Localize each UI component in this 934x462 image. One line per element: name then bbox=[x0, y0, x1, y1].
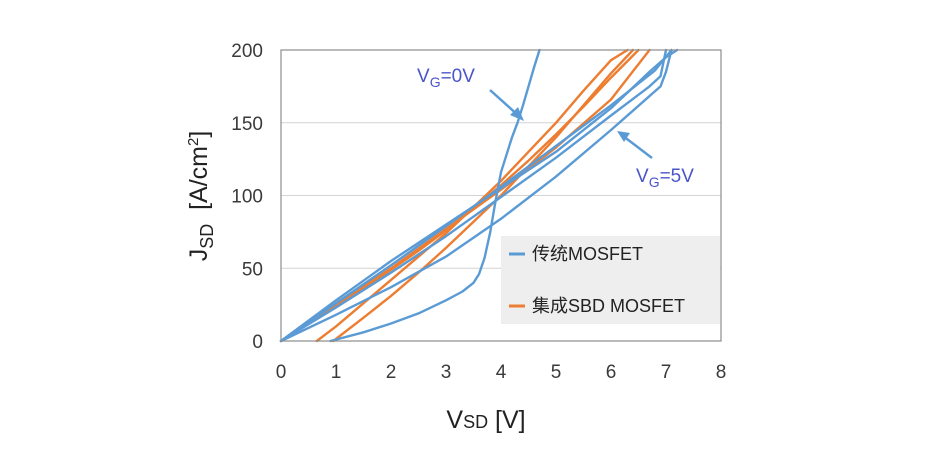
series-line-conventional-3 bbox=[279, 48, 668, 343]
annotation-vg0-main: V bbox=[417, 66, 430, 87]
series-layer bbox=[279, 48, 679, 343]
annotation-vg0: VG=0V bbox=[417, 66, 524, 121]
series-line-conventional-0 bbox=[329, 48, 541, 343]
annotation-vg0-arrowhead bbox=[510, 107, 524, 121]
y-axis-title-main: J bbox=[185, 249, 213, 262]
annotation-vg5-rest: =5V bbox=[660, 166, 695, 187]
annotation-vg0-label: VG=0V bbox=[417, 66, 475, 90]
x-tick-labels: 0 1 2 3 4 5 6 7 8 bbox=[276, 362, 727, 383]
y-tick-label: 50 bbox=[242, 259, 263, 280]
annotation-vg5-arrowhead bbox=[617, 131, 630, 142]
plot-frame bbox=[280, 49, 722, 342]
series-line-integrated-8 bbox=[279, 48, 651, 343]
annotation-vg5-label: VG=5V bbox=[636, 166, 694, 190]
x-tick-label: 0 bbox=[276, 362, 287, 383]
x-axis-title: VSD [V] bbox=[446, 406, 525, 434]
x-tick-label: 6 bbox=[606, 362, 617, 383]
legend-box bbox=[501, 236, 720, 324]
x-tick-label: 7 bbox=[661, 362, 672, 383]
y-tick-label: 200 bbox=[231, 41, 263, 62]
series-line-conventional-2 bbox=[279, 48, 673, 343]
y-tick-labels: 0 50 100 150 200 bbox=[231, 41, 263, 353]
y-axis-title-unit: [A/cm bbox=[185, 146, 213, 224]
y-tick-label: 100 bbox=[231, 187, 263, 208]
x-axis-title-sub: SD bbox=[463, 412, 488, 432]
series-line-integrated-6 bbox=[332, 48, 635, 343]
x-tick-label: 5 bbox=[551, 362, 562, 383]
y-axis-title-close: ] bbox=[185, 131, 213, 138]
y-tick-label: 0 bbox=[252, 332, 263, 353]
annotation-vg5: VG=5V bbox=[617, 131, 694, 190]
x-axis-title-main: V bbox=[446, 406, 463, 434]
y-tick-label: 150 bbox=[231, 114, 263, 135]
annotation-vg0-sub: G bbox=[430, 74, 441, 90]
x-tick-label: 2 bbox=[386, 362, 397, 383]
x-tick-label: 8 bbox=[716, 362, 727, 383]
legend-label-integrated: 集成SBD MOSFET bbox=[532, 296, 685, 316]
y-axis-title-sub: SD bbox=[197, 224, 217, 249]
y-axis-title: JSD [A/cm2] bbox=[185, 131, 217, 262]
legend-label-conventional: 传统MOSFET bbox=[532, 244, 643, 264]
series-line-conventional-1 bbox=[279, 48, 679, 343]
y-axis-title-sup: 2 bbox=[185, 138, 202, 146]
x-axis-title-unit: [V] bbox=[488, 406, 526, 434]
x-tick-label: 1 bbox=[331, 362, 342, 383]
annotation-vg5-sub: G bbox=[649, 174, 660, 190]
legend: 传统MOSFET 集成SBD MOSFET bbox=[501, 236, 720, 324]
annotation-vg0-rest: =0V bbox=[441, 66, 476, 87]
series-line-conventional-4 bbox=[279, 48, 673, 343]
annotation-vg5-main: V bbox=[636, 166, 649, 187]
annotation-vg5-arrow bbox=[622, 135, 653, 159]
x-tick-label: 3 bbox=[441, 362, 452, 383]
x-tick-label: 4 bbox=[496, 362, 507, 383]
